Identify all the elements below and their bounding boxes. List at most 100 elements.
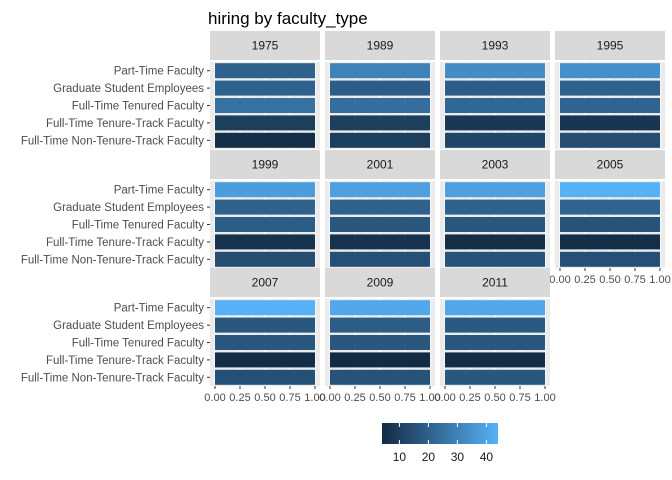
heat-tile <box>330 80 430 96</box>
heat-tile <box>445 369 545 385</box>
facet-strip <box>325 31 435 60</box>
facet-strip-label: 2011 <box>482 276 508 290</box>
facet-strip <box>210 31 320 60</box>
facet-strip-label: 2001 <box>367 158 394 172</box>
facet-strip-label: 1989 <box>367 39 394 53</box>
heat-tile <box>445 199 545 215</box>
heat-tile <box>215 352 315 368</box>
heat-tile <box>330 182 430 198</box>
x-tick-label: 0.25 <box>574 274 595 286</box>
heat-tile <box>445 317 545 333</box>
x-tick-label: 0.00 <box>204 392 225 404</box>
facet-panel-2009: 2009 0.00 0.25 0.50 0.75 1.00 <box>319 268 441 404</box>
heat-tile <box>445 234 545 250</box>
heat-tile <box>445 63 545 79</box>
x-tick-label: 0.25 <box>229 392 250 404</box>
legend-tick-label: 30 <box>451 450 465 464</box>
heat-tile <box>330 251 430 267</box>
facet-panel-1993: 1993 <box>440 31 550 149</box>
y-tick-label: Full-Time Non-Tenure-Track Faculty <box>21 372 204 384</box>
y-tick-label: Full-Time Tenured Faculty <box>72 220 205 232</box>
heat-tile <box>215 317 315 333</box>
y-tick-label: Full-Time Tenured Faculty <box>72 101 205 113</box>
x-tick-label: 0.25 <box>344 392 365 404</box>
heat-tile <box>445 80 545 96</box>
heat-tile <box>330 234 430 250</box>
legend-color-bar <box>382 423 498 444</box>
heat-tile <box>560 115 660 131</box>
facet-strip-label: 1975 <box>252 39 279 53</box>
legend-tick-label: 20 <box>422 450 436 464</box>
heat-tile <box>330 115 430 131</box>
facet-strip-label: 1999 <box>252 158 279 172</box>
facet-strip <box>210 268 320 297</box>
facet-panel-1999: 1999 Full-Time Non-Tenure-Track Faculty Fu… <box>21 150 320 268</box>
facet-strip <box>440 31 550 60</box>
x-tick-label: 0.25 <box>459 392 480 404</box>
legend-tick-label: 10 <box>393 450 407 464</box>
heat-tile <box>330 132 430 148</box>
facet-panel-1995: 1995 <box>555 31 665 149</box>
heat-tile <box>330 98 430 113</box>
color-legend: 10 20 30 40 <box>382 423 498 464</box>
x-tick-label: 0.00 <box>549 274 570 286</box>
heat-tile <box>215 335 315 350</box>
y-tick-label: Full-Time Non-Tenure-Track Faculty <box>21 254 204 266</box>
heat-tile <box>215 199 315 215</box>
heat-tile <box>560 98 660 113</box>
x-tick-label: 0.00 <box>319 392 340 404</box>
heat-tile <box>560 199 660 215</box>
y-tick-label: Full-Time Tenure-Track Faculty <box>46 118 204 130</box>
heat-tile <box>445 352 545 368</box>
facet-panel-2011: 2011 0.00 0.25 0.50 0.75 1.00 <box>434 268 556 404</box>
facet-panel-2005: 2005 0.00 0.25 0.50 0.75 1.00 <box>549 150 671 286</box>
heat-tile <box>215 300 315 316</box>
facet-strip-label: 2007 <box>252 276 279 290</box>
heat-tile <box>215 132 315 148</box>
facet-panels: 1975 Full-Time Non-Tenure-Track Faculty Fu… <box>21 31 671 404</box>
heat-tile <box>215 182 315 198</box>
facet-strip <box>555 150 665 179</box>
y-tick-label: Full-Time Non-Tenure-Track Faculty <box>21 135 204 147</box>
heat-tile <box>560 251 660 267</box>
facet-strip-label: 2009 <box>367 276 394 290</box>
legend-tick-label: 40 <box>480 450 494 464</box>
heat-tile <box>215 369 315 385</box>
heat-tile <box>445 132 545 148</box>
heat-tile <box>215 251 315 267</box>
facet-strip-label: 1993 <box>482 39 509 53</box>
x-tick-label: 0.50 <box>254 392 275 404</box>
x-tick-label: 0.75 <box>279 392 300 404</box>
facet-strip <box>440 268 550 297</box>
heat-tile <box>215 80 315 96</box>
heat-tile <box>330 369 430 385</box>
heat-tile <box>215 63 315 79</box>
heat-tile <box>445 217 545 232</box>
chart-title: hiring by faculty_type <box>208 9 368 28</box>
heat-tile <box>215 234 315 250</box>
heat-tile <box>445 335 545 350</box>
y-tick-label: Graduate Student Employees <box>53 83 204 95</box>
heat-tile <box>445 251 545 267</box>
facet-panel-1989: 1989 <box>325 31 435 149</box>
heat-tile <box>330 300 430 316</box>
heat-tile <box>560 217 660 232</box>
y-tick-label: Full-Time Tenure-Track Faculty <box>46 355 204 367</box>
heat-tile <box>560 80 660 96</box>
heat-tile <box>330 217 430 232</box>
y-tick-label: Graduate Student Employees <box>53 202 204 214</box>
facet-strip-label: 2003 <box>482 158 509 172</box>
x-tick-label: 0.50 <box>484 392 505 404</box>
x-tick-label: 1.00 <box>534 392 555 404</box>
heat-tile <box>215 98 315 113</box>
heat-tile <box>330 63 430 79</box>
y-tick-label: Part-Time Faculty <box>114 66 205 78</box>
x-tick-label: 0.75 <box>509 392 530 404</box>
heat-tile <box>445 300 545 316</box>
heat-tile <box>560 182 660 198</box>
x-tick-label: 1.00 <box>649 274 670 286</box>
heat-tile <box>445 98 545 113</box>
facet-panel-2007: 2007 Full-Time Non-Tenure-Track Faculty Fu… <box>21 268 326 404</box>
x-tick-label: 0.50 <box>599 274 620 286</box>
heat-tile <box>330 317 430 333</box>
